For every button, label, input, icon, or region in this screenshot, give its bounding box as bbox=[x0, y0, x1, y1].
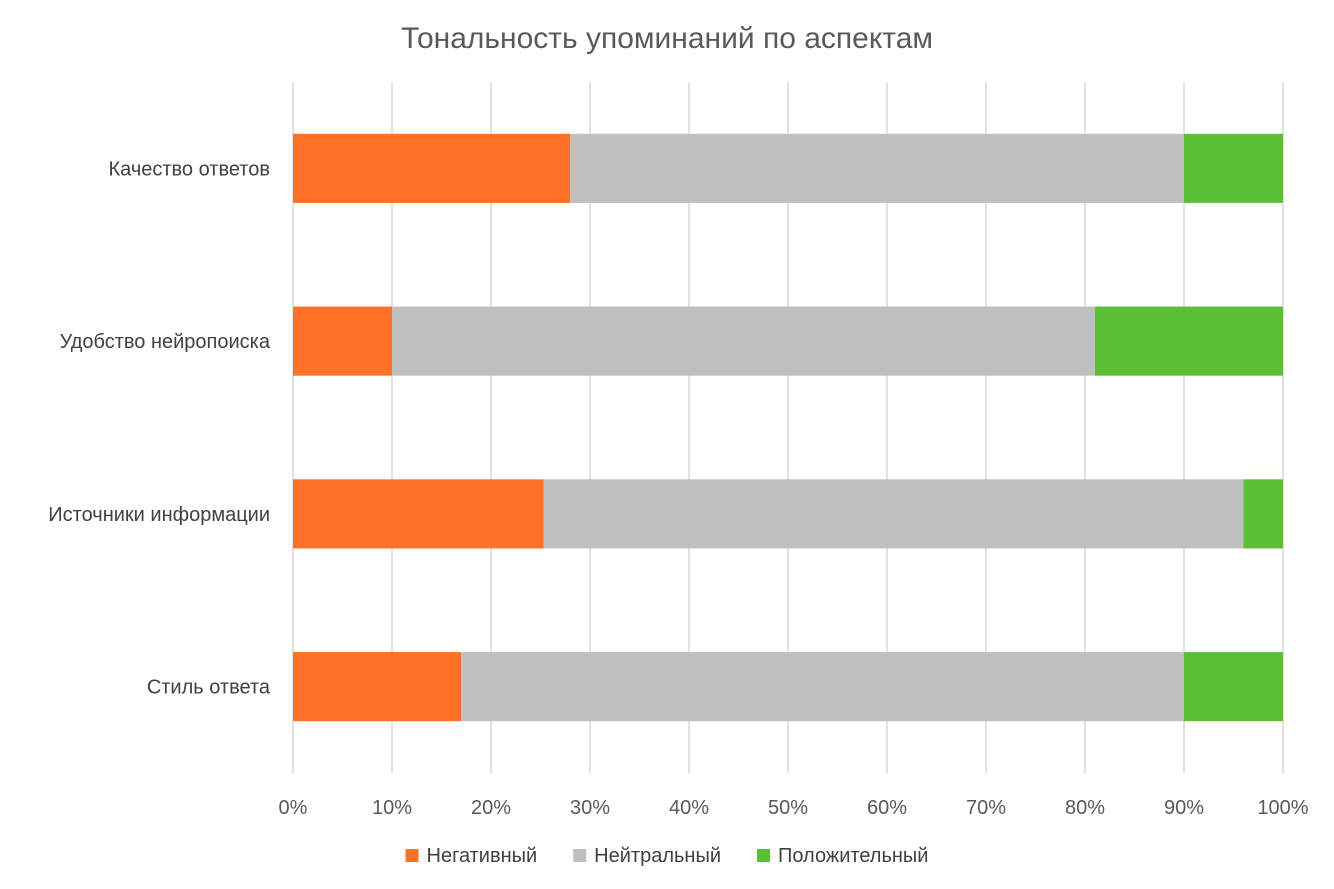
chart-title: Тональность упоминаний по аспектам bbox=[401, 22, 933, 55]
category-label: Удобство нейропоиска bbox=[60, 331, 271, 353]
bar-нейтральный-1 bbox=[392, 306, 1095, 376]
bar-негативный-3 bbox=[293, 652, 462, 722]
bar-положительный-3 bbox=[1184, 652, 1283, 722]
category-label: Качество ответов bbox=[108, 158, 270, 180]
bar-положительный-1 bbox=[1094, 306, 1283, 376]
x-axis-tick-labels: 0% 10% 20% 30% 40% 50% 60% 70% 80% 90% 100% bbox=[279, 797, 1309, 819]
x-tick-label: 0% bbox=[279, 797, 308, 819]
x-tick-label: 90% bbox=[1164, 797, 1204, 819]
bar-негативный-2 bbox=[293, 479, 544, 549]
legend: Негативный Нейтральный Положительный bbox=[405, 845, 928, 867]
x-tick-label: 60% bbox=[867, 797, 907, 819]
bar-нейтральный-0 bbox=[570, 133, 1184, 203]
x-tick-label: 50% bbox=[768, 797, 808, 819]
bars bbox=[293, 133, 1283, 722]
x-tick-label: 100% bbox=[1257, 797, 1308, 819]
legend-label: Негативный bbox=[427, 845, 538, 867]
x-tick-label: 80% bbox=[1065, 797, 1105, 819]
category-label: Источники информации bbox=[48, 504, 270, 526]
bar-положительный-2 bbox=[1243, 479, 1283, 549]
x-tick-label: 20% bbox=[471, 797, 511, 819]
bar-положительный-0 bbox=[1184, 133, 1283, 203]
bar-нейтральный-3 bbox=[461, 652, 1184, 722]
x-tick-label: 40% bbox=[669, 797, 709, 819]
legend-swatch bbox=[757, 849, 770, 862]
legend-item-негативный: Негативный bbox=[405, 845, 538, 867]
category-label: Стиль ответа bbox=[147, 677, 271, 699]
legend-swatch bbox=[405, 849, 419, 862]
legend-label: Нейтральный bbox=[594, 845, 721, 867]
legend-item-положительный: Положительный bbox=[757, 845, 928, 867]
x-tick-label: 70% bbox=[966, 797, 1006, 819]
legend-swatch bbox=[573, 849, 587, 862]
x-tick-label: 10% bbox=[372, 797, 412, 819]
legend-item-нейтральный: Нейтральный bbox=[573, 845, 721, 867]
legend-label: Положительный bbox=[778, 845, 928, 867]
category-labels: Качество ответов Удобство нейропоиска Исто… bbox=[48, 158, 271, 698]
bar-нейтральный-2 bbox=[543, 479, 1244, 549]
x-tick-label: 30% bbox=[570, 797, 610, 819]
bar-негативный-0 bbox=[293, 133, 571, 203]
bar-негативный-1 bbox=[293, 306, 392, 376]
